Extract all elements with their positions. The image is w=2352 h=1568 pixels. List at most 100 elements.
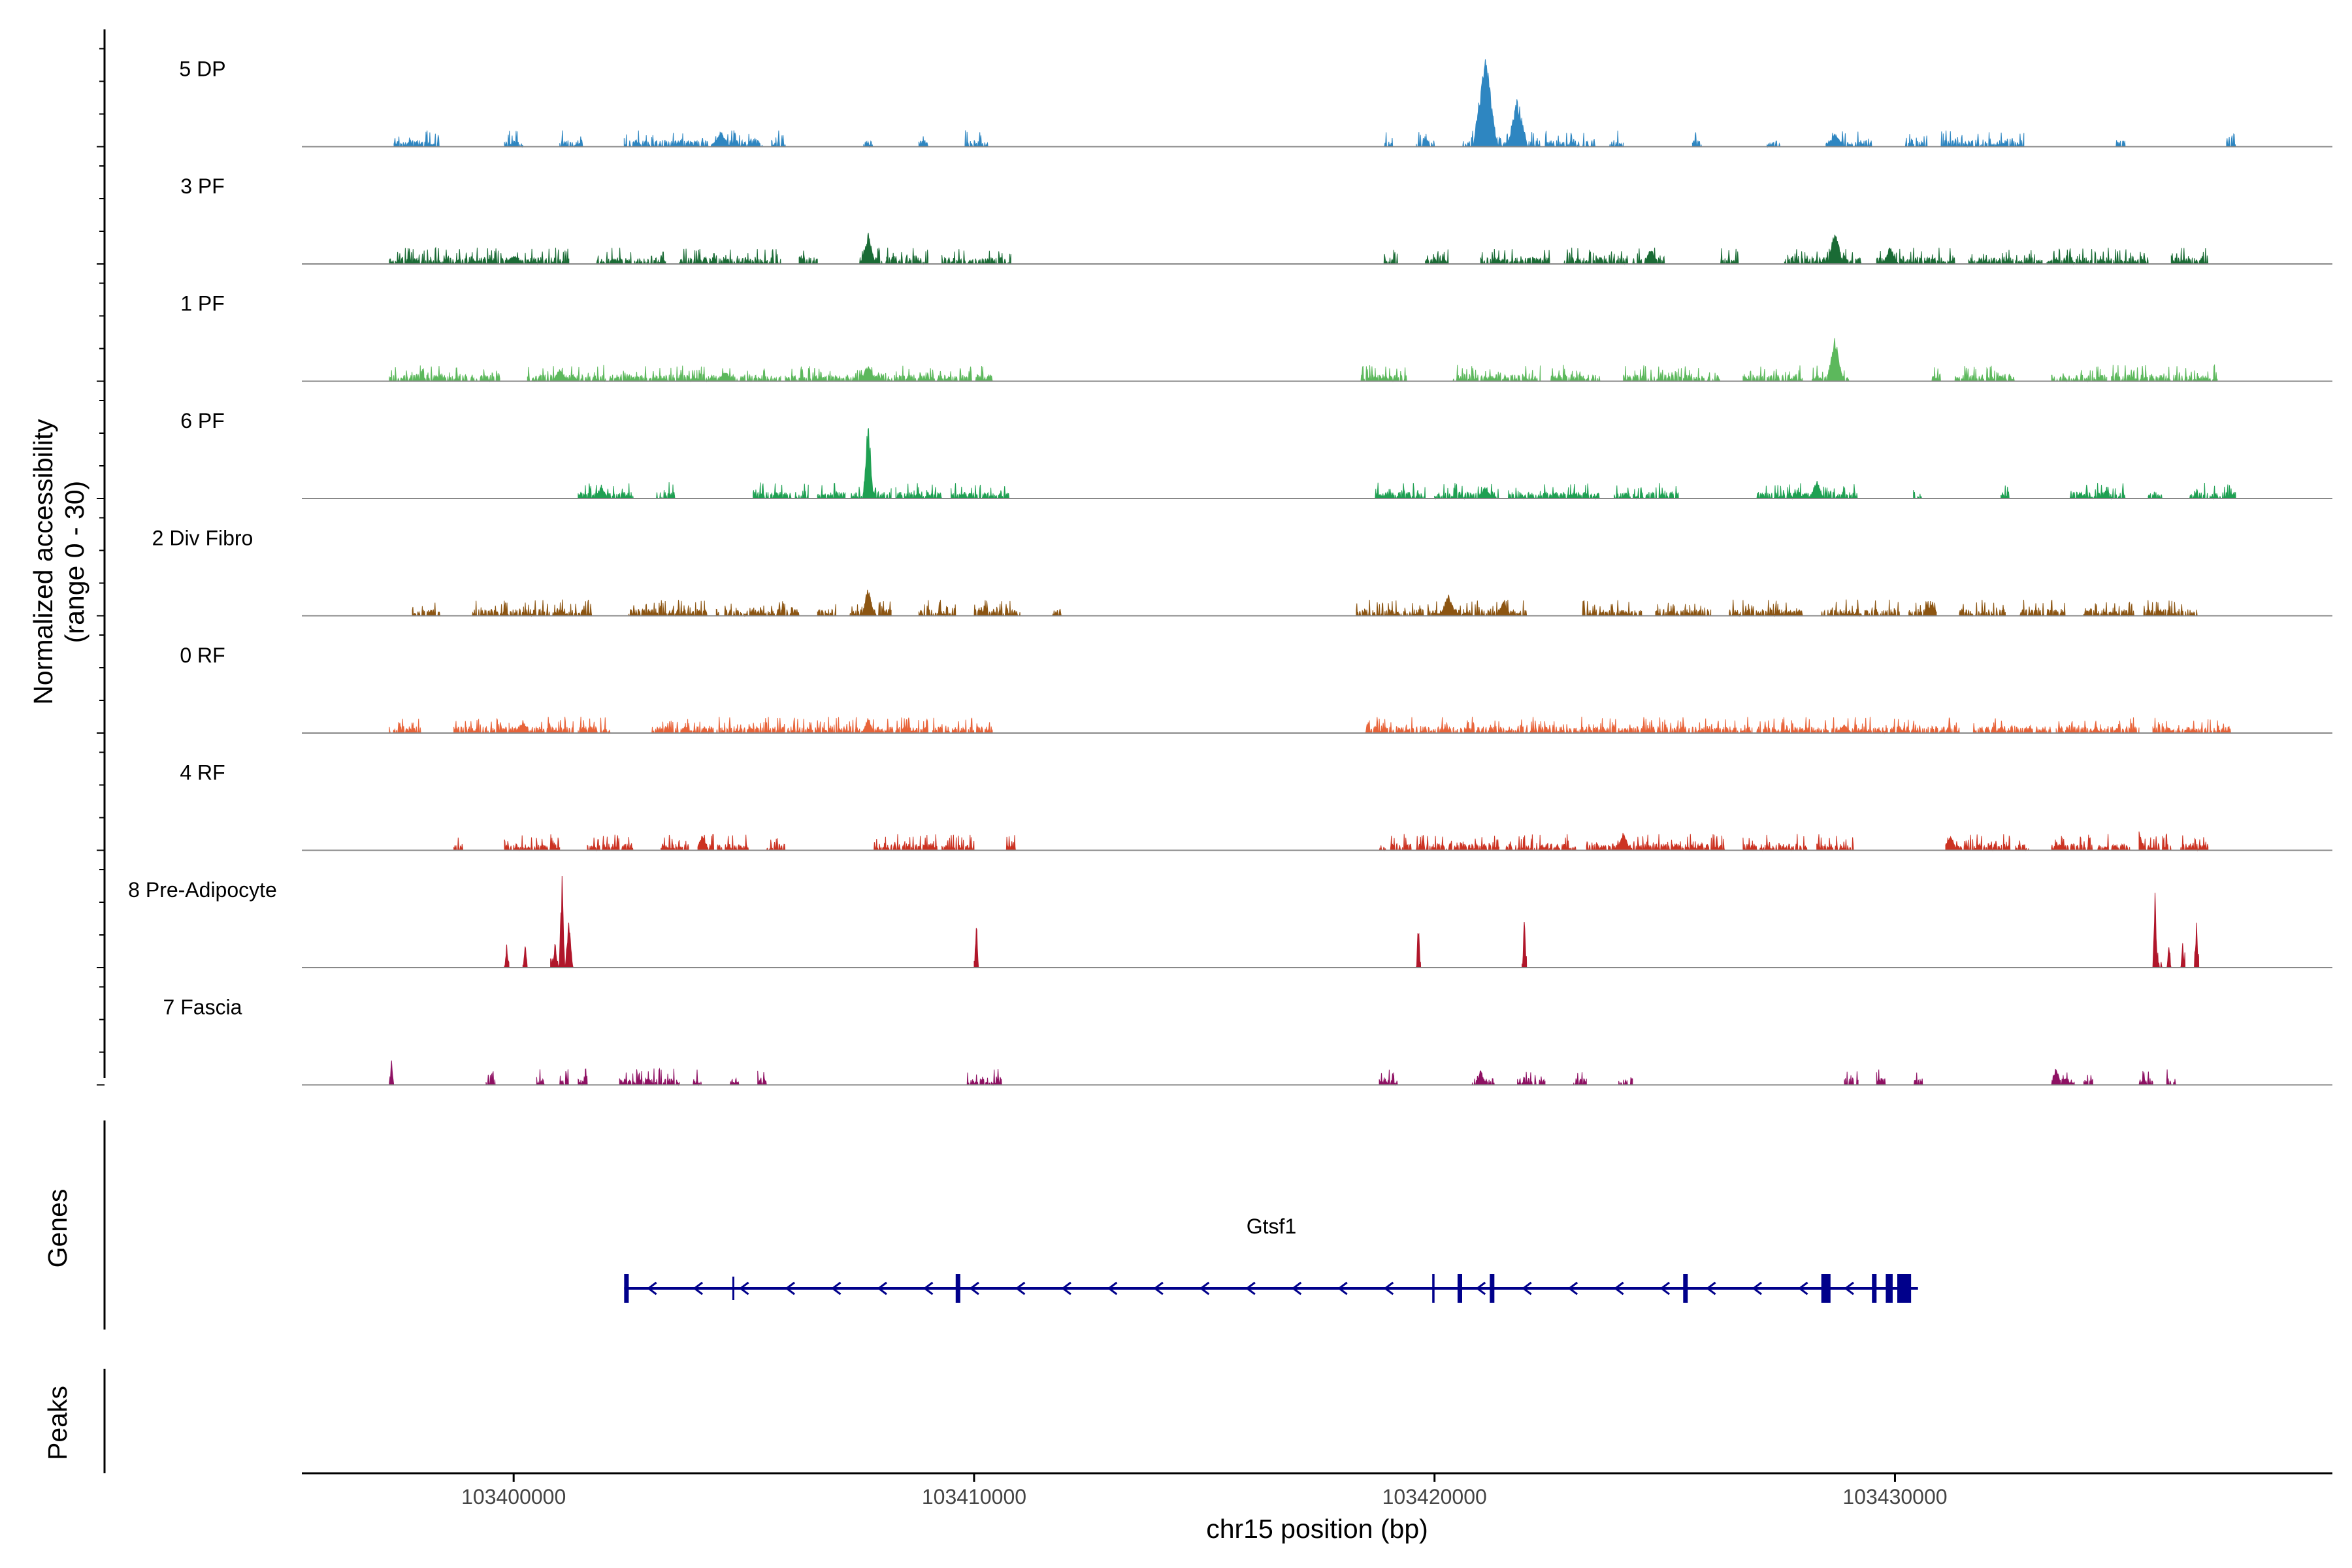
coverage-region-6-pf-3 bbox=[817, 482, 846, 499]
coverage-region-7-fascia-11 bbox=[1379, 1070, 1398, 1086]
gene-exon bbox=[1897, 1274, 1912, 1303]
track-4-rf: 4 RF bbox=[180, 761, 2332, 852]
coverage-region-6-pf-15 bbox=[2148, 491, 2163, 499]
coverage-region-8-pre-adipocyte-5 bbox=[1522, 921, 1527, 968]
coverage-region-0-rf-7 bbox=[932, 717, 993, 734]
coverage-region-3-pf-12 bbox=[1632, 248, 1665, 265]
coverage-region-1-pf-13 bbox=[1812, 338, 1850, 382]
gene-exon bbox=[1432, 1274, 1435, 1303]
coverage-region-4-rf-2 bbox=[587, 834, 634, 852]
coverage-region-4-rf-11 bbox=[1503, 834, 1578, 852]
x-axis-ticks: 103400000 103410000 103420000 103430000 bbox=[461, 1473, 1948, 1509]
coverage-region-2-div-fibro-10 bbox=[1356, 600, 1431, 616]
coverage-region-2-div-fibro-6 bbox=[849, 589, 892, 616]
gene-exon bbox=[1457, 1274, 1462, 1303]
strand-arrow-icon bbox=[877, 1281, 887, 1296]
strand-arrow-icon bbox=[1659, 1281, 1670, 1296]
strand-arrow-icon bbox=[1291, 1281, 1302, 1296]
track-label-1-pf: 1 PF bbox=[180, 292, 225, 316]
coverage-region-1-pf-14 bbox=[1931, 367, 1941, 382]
strand-arrow-icon bbox=[1475, 1281, 1486, 1296]
gene-exon bbox=[955, 1274, 960, 1303]
strand-arrow-icon bbox=[1383, 1281, 1394, 1296]
coverage-region-3-pf-2 bbox=[596, 248, 666, 265]
y-axis-label: Normalized accessibility (range 0 - 30) bbox=[28, 419, 90, 705]
coverage-region-5-dp-0 bbox=[393, 130, 440, 147]
coverage-region-4-rf-4 bbox=[697, 834, 749, 851]
x-tick-label: 103400000 bbox=[461, 1485, 566, 1509]
coverage-region-8-pre-adipocyte-3 bbox=[973, 928, 979, 968]
coverage-region-7-fascia-21 bbox=[2138, 1071, 2153, 1085]
coverage-region-2-div-fibro-8 bbox=[973, 600, 1021, 616]
strand-arrow-icon bbox=[1752, 1281, 1762, 1296]
coverage-region-8-pre-adipocyte-2 bbox=[550, 875, 574, 968]
coverage-region-0-rf-2 bbox=[508, 717, 574, 734]
track-8-pre-adipocyte: 8 Pre-Adipocyte bbox=[128, 875, 2332, 968]
coverage-region-0-rf-12 bbox=[1825, 717, 1882, 734]
coverage-region-5-dp-5 bbox=[771, 130, 786, 148]
strand-arrow-icon bbox=[1614, 1281, 1624, 1296]
coverage-region-0-rf-0 bbox=[389, 719, 422, 734]
coverage-region-7-fascia-8 bbox=[729, 1077, 740, 1085]
coverage-region-2-div-fibro-16 bbox=[1908, 600, 1937, 616]
coverage-region-2-div-fibro-9 bbox=[1052, 608, 1062, 616]
coverage-region-4-rf-12 bbox=[1586, 832, 1629, 851]
coverage-region-0-rf-1 bbox=[453, 718, 510, 734]
coverage-region-3-pf-7 bbox=[941, 249, 1011, 265]
strand-arrow-icon bbox=[1199, 1281, 1210, 1296]
coverage-region-7-fascia-9 bbox=[757, 1070, 767, 1085]
coverage-region-7-fascia-13 bbox=[1517, 1071, 1546, 1085]
y-axis-label-line1: Normalized accessibility bbox=[28, 419, 58, 705]
coverage-region-1-pf-3 bbox=[711, 368, 781, 383]
coverage-region-0-rf-5 bbox=[748, 717, 860, 734]
coverage-region-6-pf-2 bbox=[753, 482, 809, 499]
coverage-region-5-dp-1 bbox=[504, 131, 523, 148]
coverage-region-4-rf-18 bbox=[2051, 834, 2093, 851]
coverage-region-4-rf-7 bbox=[941, 834, 975, 851]
coverage-region-4-rf-15 bbox=[1816, 834, 1854, 851]
coverage-region-1-pf-9 bbox=[1549, 365, 1601, 382]
coverage-region-5-dp-20 bbox=[2226, 133, 2236, 147]
coverage-region-5-dp-16 bbox=[1825, 131, 1872, 148]
coverage-region-6-pf-16 bbox=[2189, 482, 2236, 500]
coverage-region-4-rf-6 bbox=[872, 834, 938, 851]
coverage-region-8-pre-adipocyte-1 bbox=[522, 946, 528, 968]
track-label-2-div-fibro: 2 Div Fibro bbox=[152, 527, 253, 550]
coverage-region-6-pf-14 bbox=[2069, 483, 2126, 500]
coverage-region-6-pf-8 bbox=[1434, 483, 1499, 500]
strand-arrow-icon bbox=[739, 1281, 749, 1296]
coverage-region-7-fascia-5 bbox=[619, 1069, 653, 1085]
strand-arrow-icon bbox=[969, 1281, 979, 1296]
coverage-region-3-pf-5 bbox=[858, 233, 887, 265]
track-label-4-rf: 4 RF bbox=[180, 761, 225, 785]
coverage-region-3-pf-13 bbox=[1720, 248, 1739, 265]
coverage-region-2-div-fibro-12 bbox=[1582, 600, 1642, 616]
strand-arrow-icon bbox=[785, 1281, 795, 1296]
track-5-dp: 5 DP bbox=[179, 57, 2332, 148]
coverage-region-1-pf-1 bbox=[527, 365, 620, 383]
coverage-region-2-div-fibro-7 bbox=[918, 600, 956, 617]
coverage-region-0-rf-14 bbox=[1972, 718, 2052, 734]
coverage-region-8-pre-adipocyte-8 bbox=[2180, 943, 2186, 968]
coverage-region-6-pf-7 bbox=[1375, 482, 1426, 499]
coverage-region-2-div-fibro-5 bbox=[817, 604, 837, 616]
coverage-region-3-pf-15 bbox=[1876, 247, 1955, 265]
coverage-region-8-pre-adipocyte-0 bbox=[504, 944, 510, 968]
coverage-region-5-dp-6 bbox=[863, 140, 874, 148]
strand-arrow-icon bbox=[1245, 1281, 1256, 1296]
strand-arrow-icon bbox=[1337, 1281, 1348, 1296]
coverage-region-5-dp-7 bbox=[918, 136, 929, 147]
coverage-region-1-pf-11 bbox=[1678, 366, 1721, 382]
track-3-pf: 3 PF bbox=[180, 174, 2332, 265]
coverage-region-4-rf-14 bbox=[1742, 834, 1808, 852]
coverage-region-6-pf-5 bbox=[895, 483, 942, 500]
track-label-7-fascia: 7 Fascia bbox=[163, 996, 242, 1019]
gene-exon bbox=[1821, 1274, 1831, 1303]
track-2-div-fibro: 2 Div Fibro bbox=[152, 527, 2332, 617]
coverage-region-4-rf-20 bbox=[2138, 831, 2172, 851]
gene-name-label: Gtsf1 bbox=[1247, 1215, 1296, 1238]
coverage-region-0-rf-15 bbox=[2055, 717, 2140, 734]
coverage-region-6-pf-9 bbox=[1507, 483, 1601, 500]
x-axis-title: chr15 position (bp) bbox=[1206, 1514, 1428, 1544]
coverage-region-1-pf-5 bbox=[849, 365, 943, 382]
